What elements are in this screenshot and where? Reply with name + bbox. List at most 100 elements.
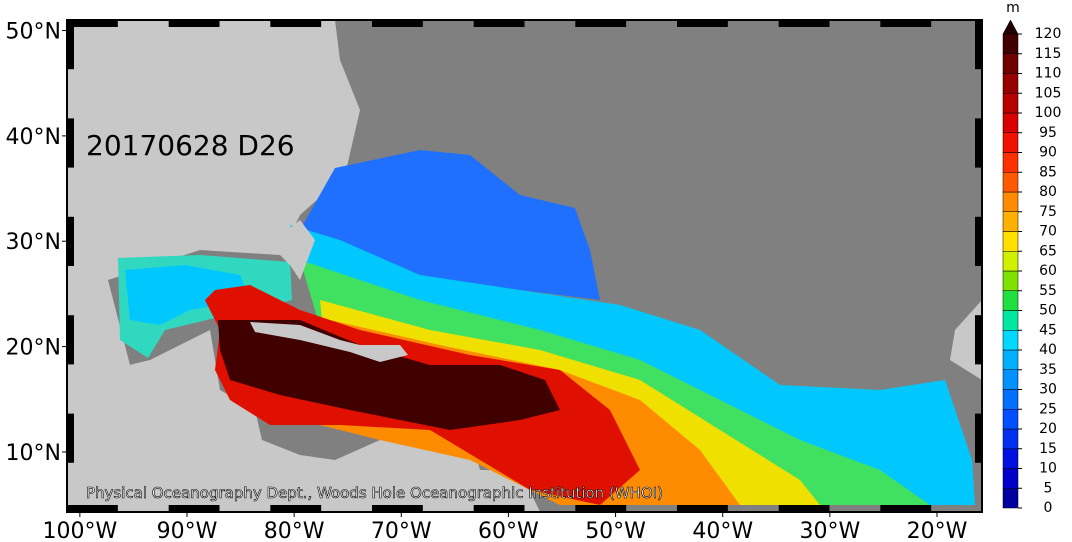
frame-stripe <box>67 315 74 365</box>
lon-tick-label: 30°W <box>799 519 860 542</box>
lon-tick-label: 20°W <box>907 519 968 542</box>
colorbar-segment <box>1002 191 1019 212</box>
colorbar-tick-label: 105 <box>1035 85 1062 101</box>
colorbar-segment <box>1002 132 1019 153</box>
map-area <box>66 19 983 513</box>
frame-stripe <box>168 505 220 512</box>
colorbar-tick-label: 85 <box>1039 164 1057 180</box>
frame-stripe <box>975 413 982 463</box>
frame-stripe <box>67 505 118 512</box>
colorbar-tick-label: 40 <box>1039 342 1057 358</box>
frame-stripe <box>372 20 423 27</box>
frame-stripe <box>168 20 220 27</box>
lon-tick-label: 80°W <box>264 519 325 542</box>
colorbar-segment <box>1002 290 1019 311</box>
colorbar-segment <box>1002 349 1019 370</box>
lon-tick-label: 70°W <box>371 519 432 542</box>
data-gulf-inner <box>125 265 250 325</box>
frame-stripe <box>677 20 728 27</box>
colorbar-tick-label: 115 <box>1035 46 1062 62</box>
colorbar-tick-label: 35 <box>1039 362 1057 378</box>
colorbar-tick-label: 30 <box>1039 382 1057 398</box>
frame-stripe <box>575 20 627 27</box>
land-florida <box>270 220 315 280</box>
colorbar-tick-label: 0 <box>1044 500 1053 516</box>
frame-stripe <box>67 118 74 168</box>
land-greater-antilles <box>250 322 408 362</box>
axes: 100°W 90°W 80°W 70°W 60°W 50°W 40°W 30°W 20°W 10°… <box>6 20 968 542</box>
frame-stripe <box>270 20 322 27</box>
frame-stripe <box>67 20 74 70</box>
land-central-america <box>67 330 540 512</box>
colorbar-unit: m <box>1006 0 1020 16</box>
colorbar-segment <box>1002 310 1019 331</box>
lon-tick-label: 60°W <box>478 519 539 542</box>
frame-stripe <box>67 413 74 463</box>
data-dark-core <box>218 320 560 430</box>
credit: Physical Oceanography Dept., Woods Hole … <box>86 484 663 502</box>
colorbar-segment <box>1002 448 1019 469</box>
frame-stripe <box>880 20 932 27</box>
colorbar-tick-label: 120 <box>1035 26 1062 42</box>
map-title: 20170628 D26 <box>86 129 295 162</box>
colorbar-tick-label: 95 <box>1039 125 1057 141</box>
lon-tick-label: 90°W <box>157 519 218 542</box>
frame-stripe <box>67 216 74 266</box>
colorbar-segment <box>1002 488 1019 509</box>
frame-stripe <box>473 20 525 27</box>
lat-tick-label: 50°N <box>6 20 61 45</box>
colorbar-segment <box>1002 330 1019 351</box>
colorbar-tick-label: 15 <box>1039 441 1057 457</box>
colorbar-segment <box>1002 152 1019 173</box>
colorbar-segment <box>1002 172 1019 193</box>
colorbar-segment <box>1002 73 1019 94</box>
colorbar-tick-label: 50 <box>1039 303 1057 319</box>
colorbar-segment <box>1002 389 1019 410</box>
colorbar-tick-label: 10 <box>1039 461 1057 477</box>
frame-stripe <box>473 505 525 512</box>
colorbar-segment <box>1002 270 1019 291</box>
colorbar-tick-label: 80 <box>1039 184 1057 200</box>
colorbar-tick-label: 5 <box>1044 480 1053 496</box>
frame-stripe <box>880 505 932 512</box>
colorbar-tick-label: 70 <box>1039 224 1057 240</box>
colorbar-tick-label: 55 <box>1039 283 1057 299</box>
colorbar: m 0 5 10 15 20 25 30 35 40 45 50 55 60 65 70 75 80 85 90 95… <box>1002 0 1062 516</box>
lat-tick-label: 40°N <box>6 125 61 150</box>
lon-tick-label: 50°W <box>585 519 646 542</box>
frame-stripe <box>975 315 982 365</box>
colorbar-segment <box>1002 251 1019 272</box>
frame-stripe <box>778 505 830 512</box>
colorbar-tick-label: 45 <box>1039 322 1057 338</box>
colorbar-segment <box>1002 231 1019 252</box>
colorbar-tick-label: 20 <box>1039 421 1057 437</box>
frame-stripe <box>677 505 728 512</box>
colorbar-tick-label: 60 <box>1039 263 1057 279</box>
colorbar-segment <box>1002 428 1019 449</box>
colorbar-tick-label: 110 <box>1035 66 1062 82</box>
colorbar-segment <box>1002 33 1019 54</box>
colorbar-tick-label: 100 <box>1035 105 1062 121</box>
frame-stripe <box>975 20 982 70</box>
colorbar-extension <box>1002 19 1019 35</box>
colorbar-tick-label: 65 <box>1039 243 1057 259</box>
colorbar-segment <box>1002 112 1019 133</box>
colorbar-segment <box>1002 53 1019 74</box>
frame-stripe <box>975 216 982 266</box>
frame-stripe <box>270 505 322 512</box>
lat-tick-label: 30°N <box>6 230 61 255</box>
lon-tick-label: 40°W <box>692 519 753 542</box>
colorbar-segment <box>1002 468 1019 489</box>
lat-tick-label: 10°N <box>6 441 61 466</box>
frame-ticks <box>67 20 982 512</box>
frame-stripe <box>575 505 627 512</box>
frame-stripe <box>975 118 982 168</box>
frame-stripe <box>372 505 423 512</box>
colorbar-segment <box>1002 409 1019 430</box>
colorbar-tick-label: 25 <box>1039 401 1057 417</box>
colorbar-tick-label: 90 <box>1039 145 1057 161</box>
frame-stripe <box>67 20 118 27</box>
colorbar-segment <box>1002 211 1019 232</box>
